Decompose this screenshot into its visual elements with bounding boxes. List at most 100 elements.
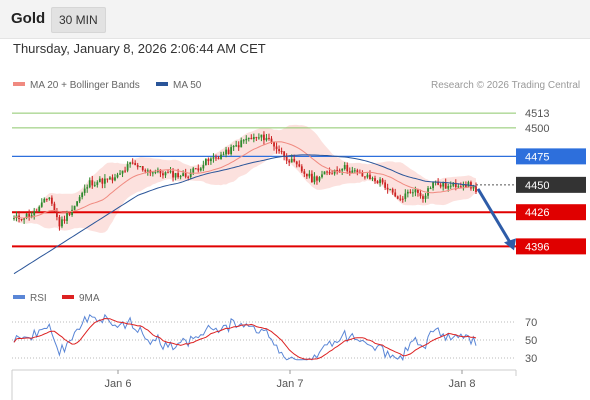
candle-body [341,169,344,171]
candle-body [439,184,442,187]
candle-body [217,157,220,160]
candle-body [159,169,162,174]
forecast-arrow-shaft [476,188,512,244]
legend-ma50: MA 50 [156,80,201,91]
candle-body [38,206,41,212]
candle-body [210,158,212,162]
rsi-level-30: 30 [525,353,537,365]
candle-body [447,186,450,189]
candle-body [43,198,46,203]
candle-body [106,178,109,180]
candle-body [96,182,99,185]
candle-body [323,171,326,175]
candle-body [356,170,359,173]
candle-body [197,168,200,171]
price-tag-box [516,176,586,193]
top-bar: Gold 30 MIN [0,0,590,39]
candle-body [93,184,96,186]
candle-body [399,198,402,200]
candle-body [467,182,470,187]
candle-body [366,174,369,178]
candle-body [369,174,371,180]
candle-body [68,213,71,215]
rsi-swatch [13,295,25,300]
candle-body [331,173,333,175]
candle-body [293,158,296,162]
candle-body [371,178,374,180]
legend-ma20-label: MA 20 + Bollinger Bands [30,80,140,91]
candle-body [429,188,432,190]
candle-body [141,166,144,171]
candle-body [33,211,36,216]
candle-body [164,172,167,176]
candle-body [71,209,73,215]
timeframe-button[interactable]: 30 MIN [51,7,106,33]
candle-body [268,137,270,139]
price-tag-4475: 4475 [516,148,586,165]
candle-body [404,193,407,199]
candle-body [260,134,263,138]
chart-datetime: Thursday, January 8, 2026 2:06:44 AM CET [13,41,266,56]
candle-body [288,160,291,163]
candle-body [406,191,409,194]
candle-body [255,137,258,139]
candle-body [222,154,225,156]
candle-body [275,146,278,150]
forecast-arrow-head [504,238,516,251]
candle-body [114,177,116,181]
candle-body [444,182,447,189]
candle-body [409,191,412,193]
bollinger-band [14,124,476,233]
candle-body [278,149,280,152]
candle-body [179,176,182,178]
candle-body [475,186,477,193]
level-label-4500: 4500 [525,123,549,135]
candle-body [452,182,455,186]
candle-body [167,172,169,174]
x-tick-label-1: Jan 7 [277,378,304,390]
candle-body [66,213,68,221]
candle-body [139,166,142,168]
candle-body [326,171,328,173]
candle-body [437,181,440,185]
candle-body [449,185,452,187]
candle-body [136,165,139,168]
legend-9ma: 9MA [62,293,100,304]
asset-name: Gold [11,10,46,27]
candle-body [58,217,61,227]
legend-ma50-label: MA 50 [173,80,202,91]
candle-body [313,176,316,183]
price-tag-label: 4475 [525,151,549,163]
price-tag-box [516,238,586,255]
candle-body [265,137,268,141]
legend-ma20: MA 20 + Bollinger Bands [13,80,140,91]
candle-body [414,189,417,193]
candle-body [263,134,265,141]
rsi-9ma-line [13,317,477,360]
candle-body [48,197,51,199]
candle-body [328,171,331,174]
candle-body [374,178,376,182]
credit-text: Research © 2026 Trading Central [431,80,581,91]
candle-body [396,196,399,199]
candle-body [13,218,15,220]
candle-body [124,170,126,172]
candle-body [379,179,381,184]
candle-body [298,164,301,167]
candle-body [78,197,81,202]
candle-body [424,195,427,199]
candle-body [417,189,419,193]
candle-body [192,168,195,173]
candle-body [348,171,351,173]
candle-body [189,172,192,178]
level-label-4513: 4513 [525,108,549,120]
candle-body [318,177,321,181]
rsi-line [13,313,477,362]
candle-body [28,213,31,217]
candle-body [111,177,114,181]
candle-body [459,186,462,188]
ma20-line [13,141,477,219]
candle-body [442,182,445,187]
candle-body [338,170,341,172]
candle-body [134,163,137,166]
